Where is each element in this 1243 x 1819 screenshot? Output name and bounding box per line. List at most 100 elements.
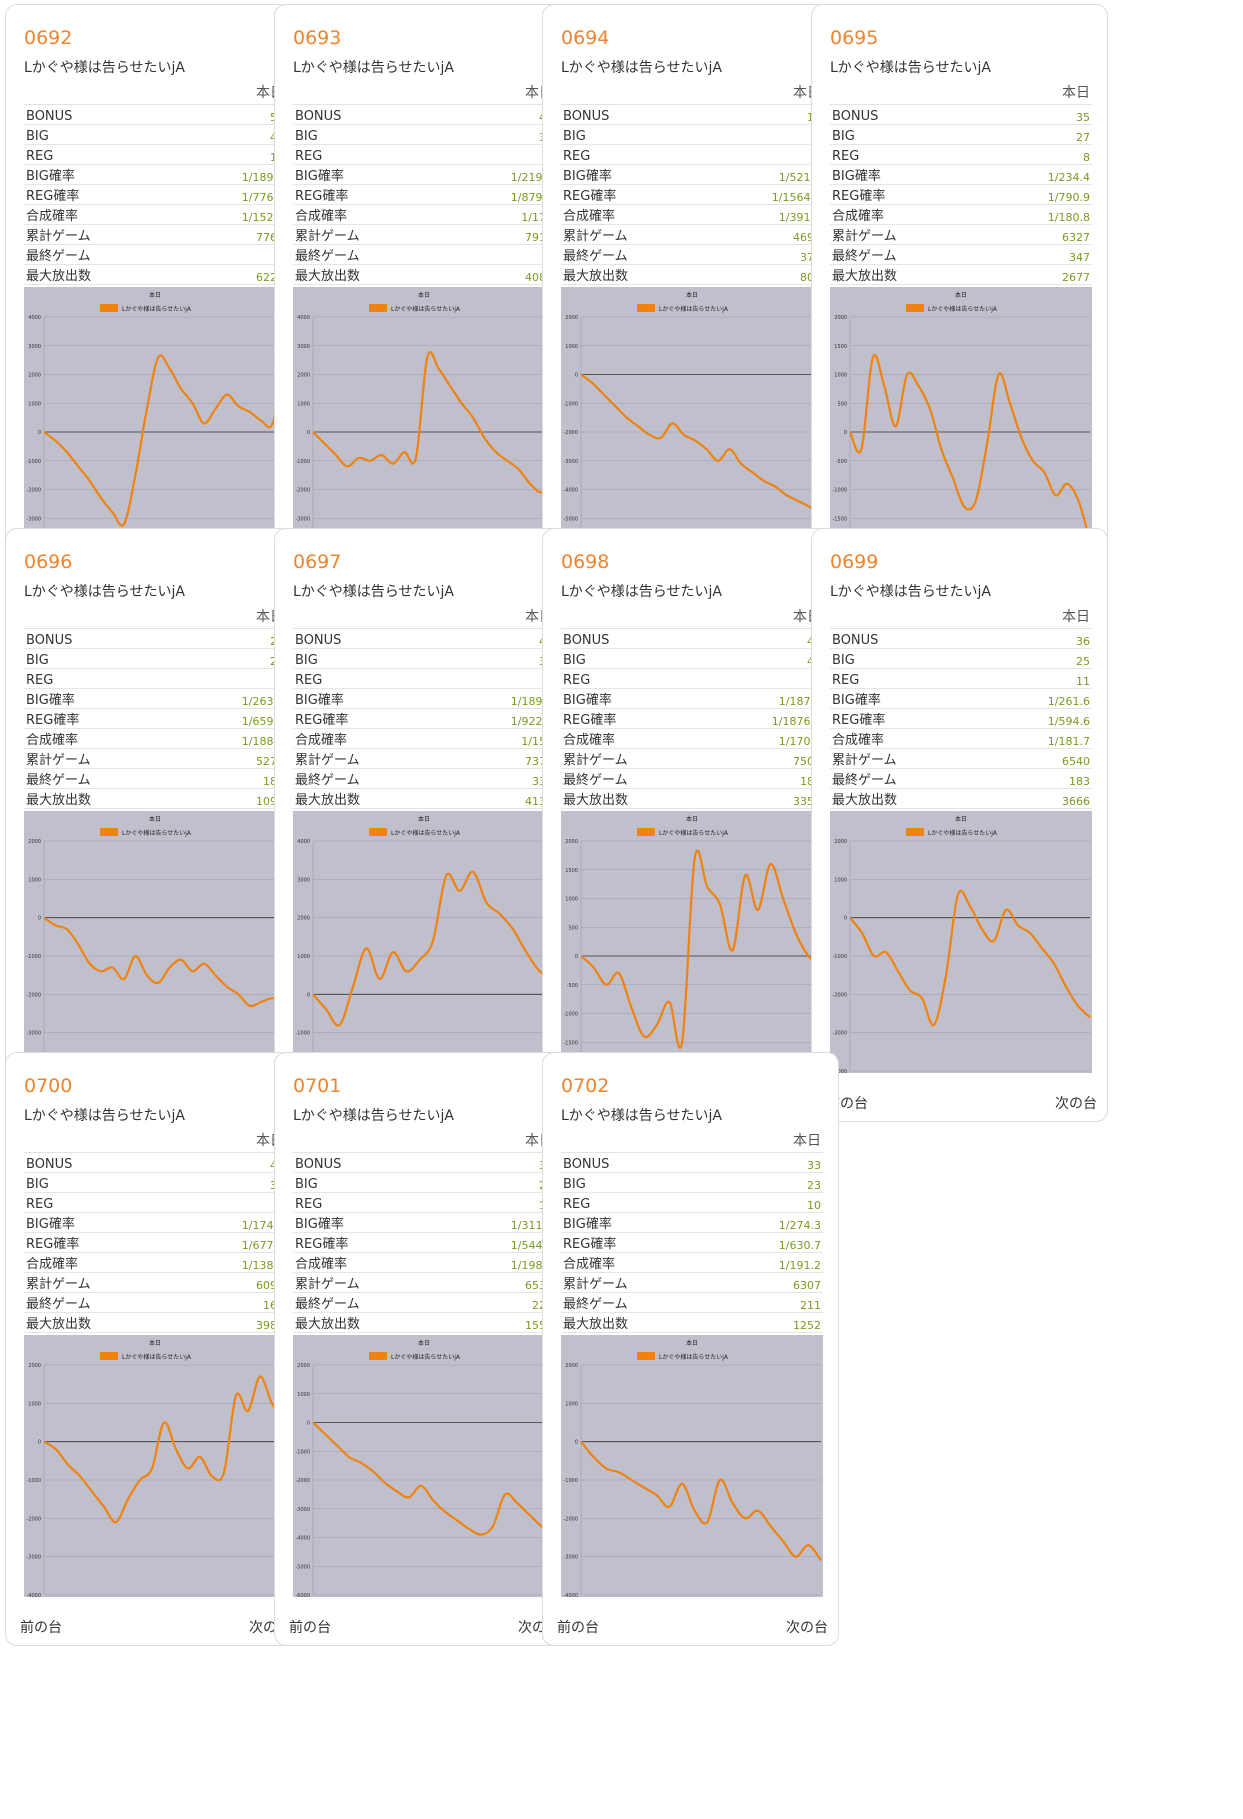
stat-value: 1/594.6 [980,708,1092,729]
chart-background [293,287,555,549]
y-tick-label: 0 [575,373,578,379]
stat-row: 累計ゲーム 4694 [561,224,823,245]
machine-number[interactable]: 0698 [561,551,610,573]
stat-label: 最終ゲーム [24,244,174,265]
stat-row: BIG確率 1/311.4 [293,1212,555,1233]
stat-row: BONUS 33 [293,1152,555,1173]
stat-value: 8 [980,144,1092,165]
y-tick-label: 2000 [565,1363,578,1369]
stat-label: REG [24,668,174,689]
y-tick-label: 1000 [565,1401,578,1407]
machine-card: 0696 Lかぐや様は告らせたいjA 本日 BONUS 28 BIG 20 RE… [5,528,302,1122]
y-tick-label: 0 [575,1440,578,1446]
chart-svg: 本日Lかぐや様は告らせたいjA-2000-1500-1000-500050010… [830,287,1092,549]
stat-value: 27 [980,124,1092,145]
machine-model: Lかぐや様は告らせたいjA [830,60,991,76]
stat-row: 最終ゲーム 1 [293,244,555,265]
column-header-today: 本日 [293,606,555,629]
stat-label: 合成確率 [561,1252,711,1273]
machine-number[interactable]: 0699 [830,551,879,573]
next-machine-link[interactable]: 次の台 [786,1620,828,1636]
stats-table: 本日 BONUS 44 BIG 40 REG 4 BIG確率 1/187.7 R… [561,606,823,809]
chart-background [24,287,286,549]
machine-number[interactable]: 0701 [293,1075,342,1097]
stat-value: 3354 [711,788,823,809]
stat-row: 累計ゲーム 7379 [293,748,555,769]
machine-card: 0692 Lかぐや様は告らせたいjA 本日 BONUS 51 BIG 41 RE… [5,4,302,598]
stat-value: 1/187.7 [711,688,823,709]
y-tick-label: 0 [38,430,41,436]
machine-number[interactable]: 0702 [561,1075,610,1097]
stat-label: 合成確率 [830,204,980,225]
legend-swatch [637,304,655,312]
next-machine-link[interactable]: 次の台 [1055,1096,1097,1112]
stat-value: 10 [174,144,286,165]
series-line [312,870,554,1027]
machine-number[interactable]: 0697 [293,551,342,573]
stat-label: 累計ゲーム [561,224,711,245]
stat-row: 合成確率 1/138.6 [24,1252,286,1273]
y-tick-label: 2000 [565,839,578,845]
y-tick-label: 2000 [565,315,578,321]
stat-value: 10 [711,1192,823,1213]
machine-number[interactable]: 0696 [24,551,73,573]
stat-value: 41 [174,124,286,145]
stat-label: BONUS [293,1152,443,1173]
machine-card: 0698 Lかぐや様は告らせたいjA 本日 BONUS 44 BIG 40 RE… [542,528,839,1122]
chart-background [293,811,555,1073]
machine-number[interactable]: 0694 [561,27,610,49]
chart-svg: 本日Lかぐや様は告らせたいjA-4000-3000-2000-100001000… [24,287,286,549]
stat-value: 1/189.5 [174,164,286,185]
prev-machine-link[interactable]: 前の台 [289,1620,331,1636]
y-tick-label: -2000 [832,992,847,998]
prev-machine-link[interactable]: 前の台 [557,1620,599,1636]
prev-machine-link[interactable]: 前の台 [20,1620,62,1636]
stat-value: 6540 [980,748,1092,769]
stat-row: 最終ゲーム 347 [830,244,1092,265]
stat-row: 最大放出数 6221 [24,264,286,285]
stat-value: 1/198.2 [443,1252,555,1273]
stat-value: 1/188.5 [174,728,286,749]
stat-value: 1/152.4 [174,204,286,225]
stat-label: REG [830,668,980,689]
stat-row: 最大放出数 2677 [830,264,1092,285]
stat-value: 183 [980,768,1092,789]
stat-row: 合成確率 1/181.7 [830,728,1092,749]
stat-row: REG 8 [293,668,555,689]
y-tick-label: -4000 [832,1069,847,1073]
machine-model: Lかぐや様は告らせたいjA [293,584,454,600]
stat-value: 47 [443,628,555,649]
y-tick-label: -500 [567,983,578,989]
stat-value: 1/234.4 [980,164,1092,185]
stat-row: 累計ゲーム 7768 [24,224,286,245]
stat-value: 4089 [443,264,555,285]
stat-row: 累計ゲーム 6307 [561,1272,823,1293]
machine-number[interactable]: 0695 [830,27,879,49]
stat-label: BIG確率 [293,164,443,185]
y-tick-label: 1000 [565,897,578,903]
stat-label: 合成確率 [293,728,443,749]
chart-svg: 本日Lかぐや様は告らせたいjA-4000-3000-2000-100001000… [293,287,555,549]
chart-background [561,811,823,1073]
stat-label: 最終ゲーム [293,1292,443,1313]
slump-chart: 本日Lかぐや様は告らせたいjA-2000-1500-1000-500050010… [830,287,1092,549]
stat-label: BONUS [293,628,443,649]
machine-number[interactable]: 0693 [293,27,342,49]
machine-card: 0699 Lかぐや様は告らせたいjA 本日 BONUS 36 BIG 25 RE… [811,528,1108,1122]
stat-label: 合成確率 [293,1252,443,1273]
stat-value: 336 [443,768,555,789]
stats-table: 本日 BONUS 51 BIG 41 REG 10 BIG確率 1/189.5 … [24,82,286,285]
y-tick-label: -1000 [295,459,310,465]
stat-row: REG確率 1/1876.8 [561,708,823,729]
stat-row: BIG確率 1/189.3 [293,688,555,709]
stat-label: REG確率 [293,184,443,205]
machine-number[interactable]: 0700 [24,1075,73,1097]
stat-value: 1/630.7 [711,1232,823,1253]
y-tick-label: -2000 [563,1516,578,1522]
chart-title: 本日 [149,291,161,299]
machine-number[interactable]: 0692 [24,27,73,49]
y-tick-label: -1500 [563,1040,578,1046]
chart-background [830,287,1092,549]
y-tick-label: -2000 [295,1478,310,1484]
